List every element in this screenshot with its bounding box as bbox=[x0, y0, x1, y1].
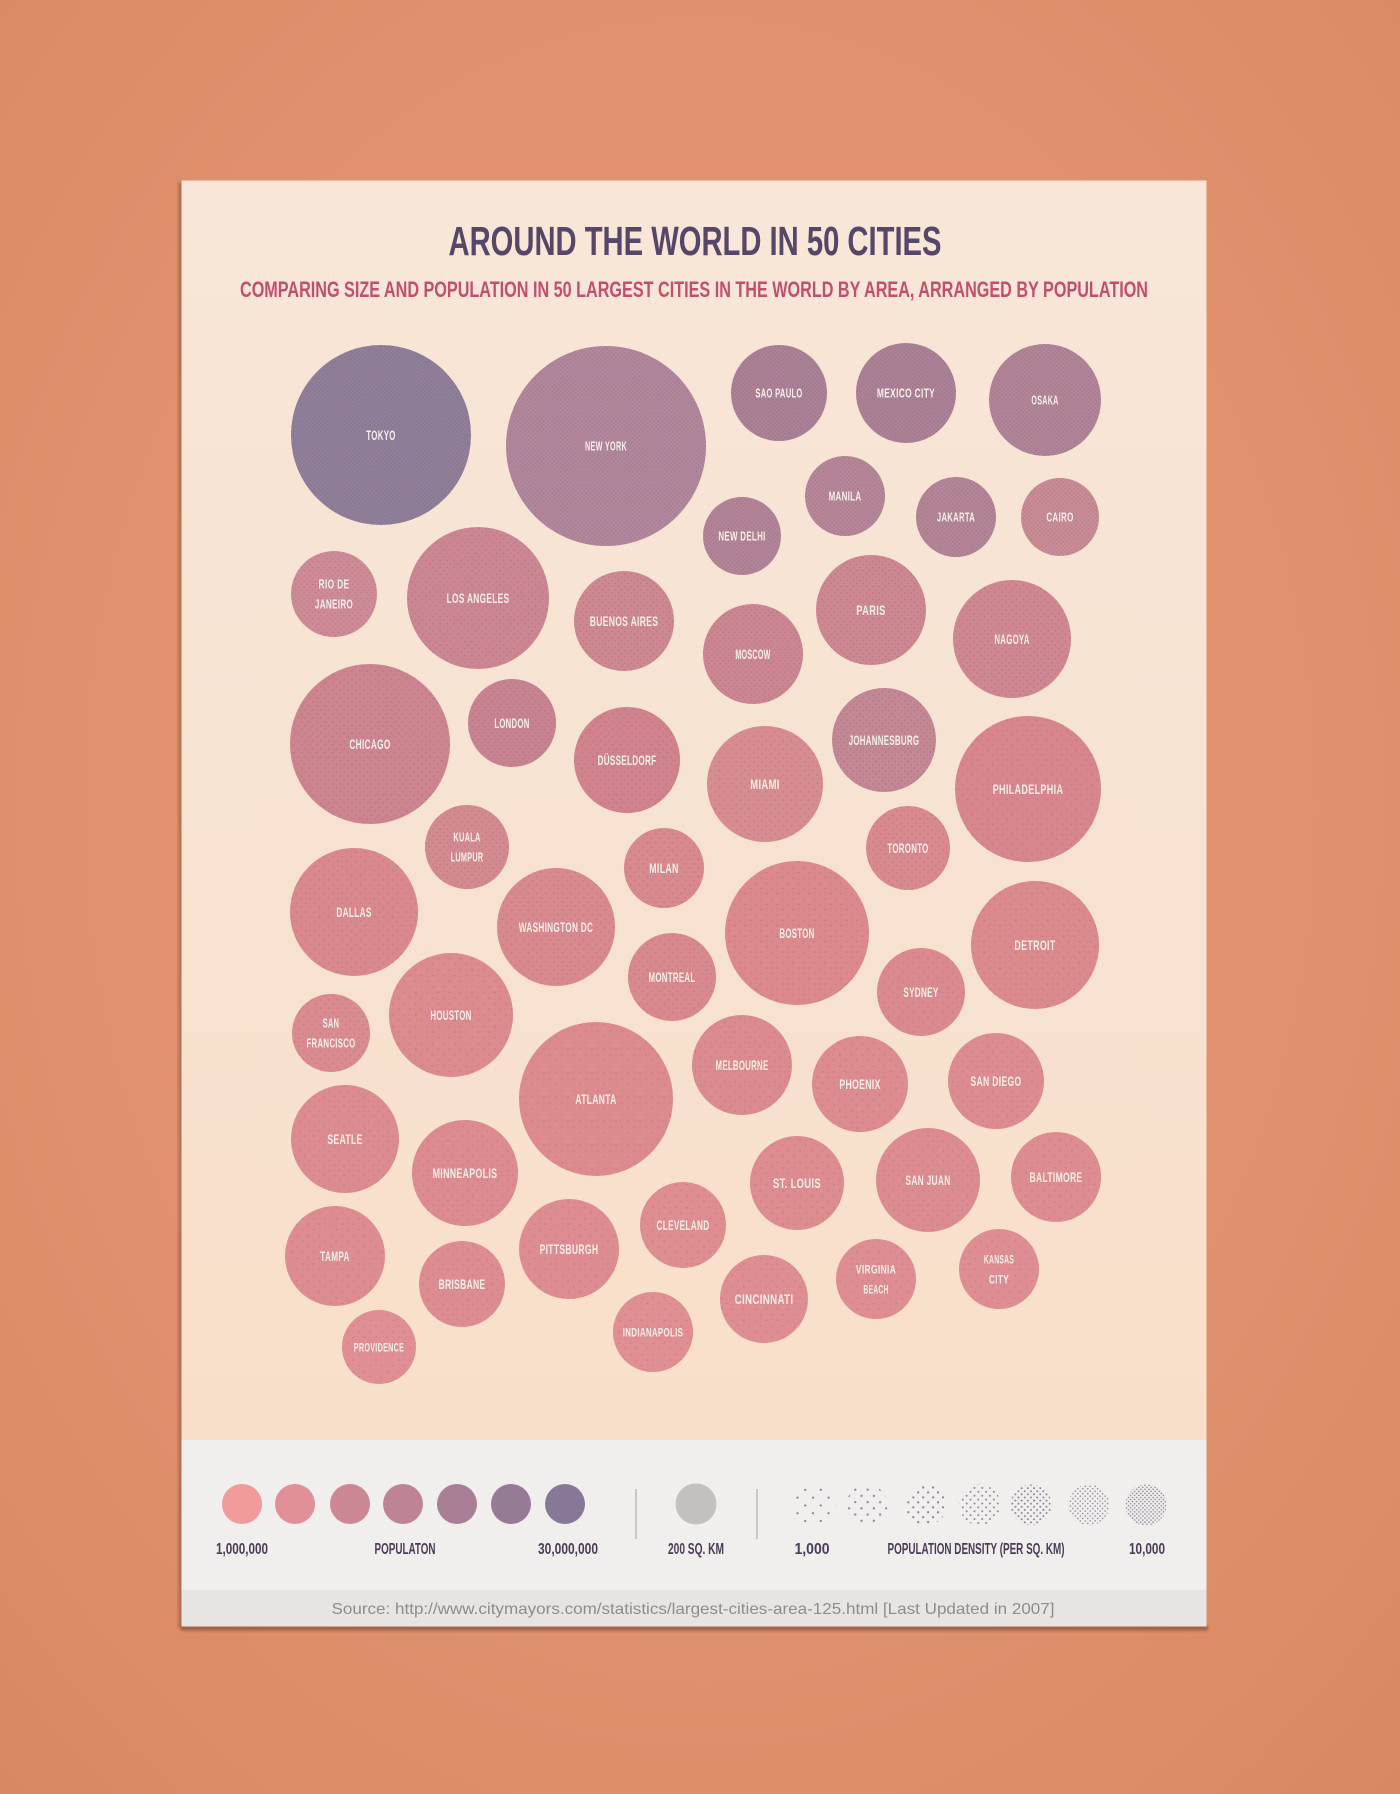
svg-text:INDIANAPOLIS: INDIANAPOLIS bbox=[623, 1325, 684, 1339]
svg-text:CAIRO: CAIRO bbox=[1046, 510, 1073, 525]
svg-text:SAN DIEGO: SAN DIEGO bbox=[971, 1073, 1022, 1089]
svg-text:PARIS: PARIS bbox=[856, 602, 885, 618]
svg-text:NAGOYA: NAGOYA bbox=[994, 631, 1029, 647]
svg-text:1,000: 1,000 bbox=[795, 1541, 830, 1558]
svg-text:JOHANNESBURG: JOHANNESBURG bbox=[849, 732, 920, 748]
svg-text:CLEVELAND: CLEVELAND bbox=[657, 1217, 710, 1233]
svg-text:FRANCISCO: FRANCISCO bbox=[306, 1036, 355, 1051]
svg-text:AROUND THE WORLD IN 50 CITIES: AROUND THE WORLD IN 50 CITIES bbox=[449, 218, 942, 264]
svg-text:SAN JUAN: SAN JUAN bbox=[905, 1172, 950, 1188]
svg-text:MONTREAL: MONTREAL bbox=[649, 969, 696, 985]
svg-text:WASHINGTON DC: WASHINGTON DC bbox=[519, 919, 594, 935]
svg-text:BRISBANE: BRISBANE bbox=[439, 1276, 486, 1292]
svg-text:1,000,000: 1,000,000 bbox=[216, 1541, 268, 1558]
svg-text:POPULATION DENSITY (PER SQ. KM: POPULATION DENSITY (PER SQ. KM) bbox=[888, 1541, 1065, 1558]
svg-text:MOSCOW: MOSCOW bbox=[735, 646, 770, 662]
svg-text:POPULATON: POPULATON bbox=[375, 1541, 436, 1558]
svg-text:BALTIMORE: BALTIMORE bbox=[1030, 1169, 1083, 1185]
svg-text:MELBOURNE: MELBOURNE bbox=[716, 1057, 769, 1073]
svg-text:KANSAS: KANSAS bbox=[984, 1252, 1014, 1266]
svg-text:30,000,000: 30,000,000 bbox=[538, 1541, 598, 1558]
svg-text:PROVIDENCE: PROVIDENCE bbox=[354, 1340, 404, 1354]
svg-text:CITY: CITY bbox=[989, 1272, 1009, 1286]
svg-text:BEACH: BEACH bbox=[863, 1282, 888, 1296]
svg-text:HOUSTON: HOUSTON bbox=[430, 1007, 471, 1023]
svg-text:10,000: 10,000 bbox=[1129, 1541, 1165, 1558]
svg-text:PHILADELPHIA: PHILADELPHIA bbox=[993, 781, 1064, 797]
svg-text:200 SQ. KM: 200 SQ. KM bbox=[668, 1541, 724, 1558]
svg-text:PITTSBURGH: PITTSBURGH bbox=[540, 1241, 599, 1257]
svg-text:DETROIT: DETROIT bbox=[1014, 937, 1055, 953]
svg-text:LONDON: LONDON bbox=[494, 715, 529, 731]
svg-text:SYDNEY: SYDNEY bbox=[903, 984, 938, 1000]
svg-text:BUENOS AIRES: BUENOS AIRES bbox=[590, 613, 659, 629]
svg-text:DÜSSELDORF: DÜSSELDORF bbox=[598, 752, 657, 768]
svg-text:MANILA: MANILA bbox=[829, 489, 862, 504]
svg-text:TAMPA: TAMPA bbox=[320, 1248, 349, 1264]
svg-text:LOS ANGELES: LOS ANGELES bbox=[447, 590, 510, 606]
svg-text:DALLAS: DALLAS bbox=[336, 904, 371, 920]
svg-text:BOSTON: BOSTON bbox=[779, 925, 814, 941]
svg-text:LUMPUR: LUMPUR bbox=[451, 850, 484, 865]
svg-text:JAKARTA: JAKARTA bbox=[937, 510, 975, 525]
svg-text:KUALA: KUALA bbox=[453, 830, 480, 845]
svg-text:PHOENIX: PHOENIX bbox=[839, 1076, 880, 1092]
svg-text:OSAKA: OSAKA bbox=[1031, 393, 1058, 408]
svg-text:JANEIRO: JANEIRO bbox=[315, 597, 353, 612]
svg-text:MIAMI: MIAMI bbox=[750, 776, 779, 792]
svg-text:COMPARING SIZE AND POPULATION: COMPARING SIZE AND POPULATION IN 50 LARG… bbox=[240, 277, 1148, 302]
svg-text:TOKYO: TOKYO bbox=[366, 427, 395, 443]
svg-text:RIO DE: RIO DE bbox=[319, 577, 350, 592]
svg-text:ATLANTA: ATLANTA bbox=[575, 1091, 616, 1107]
svg-text:SAN: SAN bbox=[323, 1016, 339, 1031]
svg-text:SAO PAULO: SAO PAULO bbox=[755, 386, 802, 401]
svg-text:Source: http://www.citymayors.: Source: http://www.citymayors.com/statis… bbox=[332, 1601, 1055, 1618]
svg-text:MILAN: MILAN bbox=[649, 860, 678, 876]
svg-text:CHICAGO: CHICAGO bbox=[349, 736, 390, 752]
svg-text:TORONTO: TORONTO bbox=[887, 840, 928, 856]
svg-text:SEATLE: SEATLE bbox=[327, 1131, 362, 1147]
svg-text:MEXICO CITY: MEXICO CITY bbox=[877, 386, 935, 401]
svg-text:NEW YORK: NEW YORK bbox=[585, 439, 627, 454]
svg-text:CINCINNATI: CINCINNATI bbox=[735, 1291, 794, 1307]
svg-text:NEW DELHI: NEW DELHI bbox=[718, 529, 765, 544]
svg-text:MINNEAPOLIS: MINNEAPOLIS bbox=[433, 1165, 498, 1181]
svg-text:VIRGINIA: VIRGINIA bbox=[856, 1262, 896, 1276]
svg-text:ST. LOUIS: ST. LOUIS bbox=[773, 1175, 821, 1191]
